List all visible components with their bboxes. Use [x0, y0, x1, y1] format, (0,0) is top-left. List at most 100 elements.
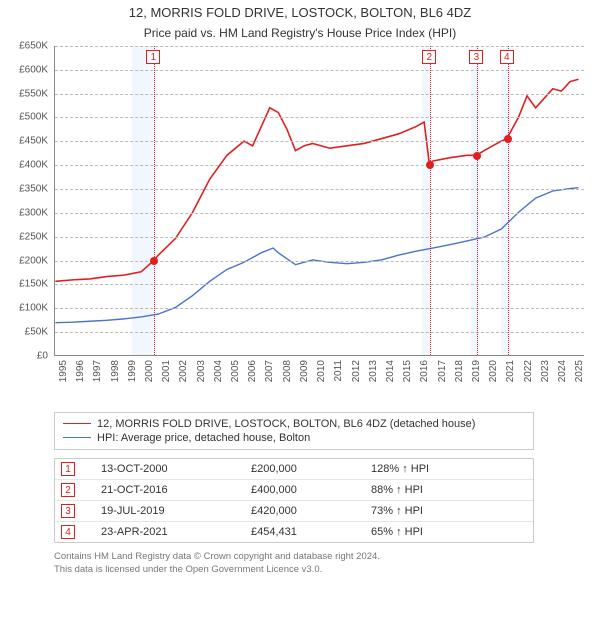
y-axis-label: £0 — [37, 350, 48, 361]
gridline — [55, 165, 584, 166]
event-delta: 65% ↑ HPI — [371, 526, 531, 538]
gridline — [55, 94, 584, 95]
gridline — [55, 332, 584, 333]
legend: 12, MORRIS FOLD DRIVE, LOSTOCK, BOLTON, … — [54, 412, 534, 450]
x-axis-label: 2008 — [282, 360, 293, 382]
x-axis-label: 2015 — [402, 360, 413, 382]
y-axis-label: £600K — [19, 64, 48, 75]
x-axis-label: 2025 — [574, 360, 585, 382]
event-date: 13-OCT-2000 — [101, 463, 251, 475]
x-axis-label: 2000 — [144, 360, 155, 382]
x-axis-label: 2023 — [540, 360, 551, 382]
gridline — [55, 213, 584, 214]
legend-label: HPI: Average price, detached house, Bolt… — [97, 432, 310, 444]
event-dot — [504, 135, 512, 143]
legend-label: 12, MORRIS FOLD DRIVE, LOSTOCK, BOLTON, … — [97, 418, 475, 430]
series-line-hpi — [55, 188, 578, 323]
x-axis-label: 2007 — [264, 360, 275, 382]
gridline — [55, 70, 584, 71]
series-line-price_paid — [55, 79, 578, 281]
x-axis-label: 1997 — [92, 360, 103, 382]
x-axis-label: 2017 — [437, 360, 448, 382]
event-marker: 3 — [469, 50, 483, 64]
x-axis-label: 1999 — [127, 360, 138, 382]
y-axis-label: £250K — [19, 231, 48, 242]
x-axis-label: 2012 — [351, 360, 362, 382]
events-table: 1 13-OCT-2000£200,000128% ↑ HPI 2 21-OCT-20… — [54, 458, 534, 543]
event-marker: 2 — [422, 50, 436, 64]
y-axis-label: £300K — [19, 207, 48, 218]
legend-swatch — [63, 437, 91, 438]
footer-line: This data is licensed under the Open Gov… — [54, 564, 534, 577]
gridline — [55, 237, 584, 238]
x-axis-label: 1995 — [58, 360, 69, 382]
x-axis-label: 2003 — [196, 360, 207, 382]
y-axis-label: £350K — [19, 183, 48, 194]
event-index: 2 — [61, 483, 75, 497]
event-delta: 128% ↑ HPI — [371, 463, 531, 475]
event-price: £400,000 — [251, 484, 371, 496]
y-axis-label: £150K — [19, 279, 48, 290]
gridline — [55, 308, 584, 309]
event-date: 21-OCT-2016 — [101, 484, 251, 496]
x-axis-label: 2006 — [247, 360, 258, 382]
page-title: 12, MORRIS FOLD DRIVE, LOSTOCK, BOLTON, … — [10, 5, 590, 22]
gridline — [55, 117, 584, 118]
gridline — [55, 189, 584, 190]
event-date: 19-JUL-2019 — [101, 505, 251, 517]
legend-swatch — [63, 423, 91, 424]
x-axis-label: 2020 — [488, 360, 499, 382]
event-index: 4 — [61, 525, 75, 539]
gridline — [55, 46, 584, 47]
y-axis-label: £100K — [19, 303, 48, 314]
event-price: £420,000 — [251, 505, 371, 517]
x-axis-label: 2022 — [523, 360, 534, 382]
x-axis-label: 2009 — [299, 360, 310, 382]
gridline — [55, 261, 584, 262]
y-axis-label: £200K — [19, 255, 48, 266]
event-delta: 73% ↑ HPI — [371, 505, 531, 517]
x-axis-label: 1996 — [75, 360, 86, 382]
gridline — [55, 284, 584, 285]
x-axis-label: 2013 — [368, 360, 379, 382]
x-axis-label: 2005 — [230, 360, 241, 382]
y-axis-label: £50K — [25, 327, 48, 338]
event-delta: 88% ↑ HPI — [371, 484, 531, 496]
event-line — [154, 46, 155, 355]
legend-item-price-paid: 12, MORRIS FOLD DRIVE, LOSTOCK, BOLTON, … — [63, 417, 525, 431]
x-axis-label: 2011 — [333, 360, 344, 382]
x-axis-label: 2014 — [385, 360, 396, 382]
plot-area — [54, 46, 584, 356]
x-axis-label: 2001 — [161, 360, 172, 382]
x-axis-label: 2024 — [557, 360, 568, 382]
event-dot — [473, 152, 481, 160]
event-row: 3 19-JUL-2019£420,00073% ↑ HPI — [55, 500, 533, 521]
x-axis-label: 2010 — [316, 360, 327, 382]
event-price: £200,000 — [251, 463, 371, 475]
event-row: 2 21-OCT-2016£400,00088% ↑ HPI — [55, 479, 533, 500]
y-axis-label: £500K — [19, 112, 48, 123]
event-dot — [426, 161, 434, 169]
event-price: £454,431 — [251, 526, 371, 538]
page-subtitle: Price paid vs. HM Land Registry's House … — [10, 26, 590, 40]
event-marker: 1 — [146, 50, 160, 64]
event-index: 3 — [61, 504, 75, 518]
event-line — [430, 46, 431, 355]
event-line — [477, 46, 478, 355]
event-dot — [150, 257, 158, 265]
footer: Contains HM Land Registry data © Crown c… — [54, 551, 534, 577]
chart: £0 £50K £100K £150K £200K £250K £300K £350K £400… — [10, 46, 588, 406]
event-index: 1 — [61, 462, 75, 476]
event-marker: 4 — [500, 50, 514, 64]
event-line — [508, 46, 509, 355]
event-row: 423-APR-2021£454,43165% ↑ HPI — [55, 521, 533, 542]
legend-item-hpi: HPI: Average price, detached house, Bolt… — [63, 431, 525, 445]
x-axis-label: 2002 — [178, 360, 189, 382]
event-row: 1 13-OCT-2000£200,000128% ↑ HPI — [55, 459, 533, 479]
y-axis-label: £400K — [19, 160, 48, 171]
x-axis-label: 1998 — [110, 360, 121, 382]
y-axis-label: £450K — [19, 136, 48, 147]
y-axis-label: £650K — [19, 40, 48, 51]
x-axis-label: 2016 — [419, 360, 430, 382]
x-axis-label: 2004 — [213, 360, 224, 382]
